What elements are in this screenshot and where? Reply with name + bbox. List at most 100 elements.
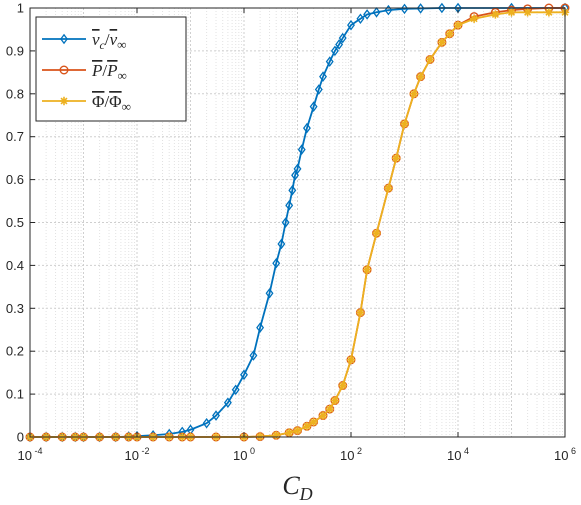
legend-item: Φ/Φ∞ — [42, 92, 131, 114]
y-tick-label: 0.2 — [6, 344, 24, 359]
data-point — [249, 350, 258, 361]
y-tick-label: 0.1 — [6, 387, 24, 402]
legend-label-main: P — [91, 61, 102, 80]
data-point — [409, 89, 419, 98]
data-point — [202, 417, 211, 429]
data-point — [59, 96, 69, 106]
data-point — [293, 163, 302, 175]
data-point — [318, 411, 328, 420]
x-tick-label-exp: 6 — [568, 446, 576, 456]
legend-label-div: / — [104, 92, 109, 111]
data-point — [372, 7, 381, 18]
data-point — [330, 396, 340, 405]
data-point — [297, 144, 306, 155]
x-tick-label-exp: 4 — [461, 446, 469, 456]
data-point — [309, 101, 318, 112]
data-point — [507, 8, 516, 17]
x-tick-label-exp: 2 — [354, 446, 362, 456]
legend-label-sub: c — [100, 38, 106, 52]
legend-label-div: / — [105, 30, 110, 49]
data-point — [330, 45, 339, 57]
data-point — [291, 170, 300, 181]
data-point — [544, 8, 554, 17]
legend-item: vc/v∞ — [42, 30, 126, 52]
x-tick-label: 10 0 — [233, 446, 255, 463]
data-point — [453, 20, 463, 30]
data-point — [346, 355, 356, 364]
data-point — [356, 13, 365, 25]
data-point — [285, 428, 294, 437]
x-tick-label-exp: -4 — [32, 446, 43, 456]
x-axis-label-main: C — [282, 471, 300, 500]
y-tick-label: 0.5 — [6, 215, 24, 230]
data-point — [338, 32, 347, 44]
y-tick-label: 0.3 — [6, 301, 24, 316]
data-point — [59, 65, 69, 75]
data-point — [400, 3, 409, 15]
data-point — [356, 308, 365, 317]
data-point — [272, 257, 281, 269]
x-tick-label: 10 4 — [447, 446, 469, 463]
data-point — [416, 72, 425, 81]
y-tick-label: 0.4 — [6, 258, 24, 273]
data-point — [240, 369, 248, 381]
x-tick-label-base: 10 — [340, 448, 354, 463]
data-point — [281, 217, 290, 228]
data-point — [347, 19, 355, 31]
y-tick-label: 0.6 — [6, 172, 24, 187]
y-tick-label: 0.9 — [6, 43, 24, 58]
data-point — [319, 71, 327, 82]
legend: vc/v∞P/P∞Φ/Φ∞ — [35, 16, 187, 122]
legend-label-sub2: ∞ — [118, 68, 127, 83]
data-point — [362, 265, 372, 274]
legend-label-main2: v — [110, 30, 118, 49]
data-point — [314, 84, 323, 95]
legend-label-main2: Φ — [109, 92, 121, 111]
x-tick-label: 10 -2 — [125, 446, 150, 463]
x-tick-label-base: 10 — [18, 448, 32, 463]
legend-label-div: / — [102, 61, 107, 80]
x-tick-label-base: 10 — [125, 448, 139, 463]
data-point — [272, 431, 281, 440]
data-point — [256, 322, 265, 333]
data-point — [60, 33, 68, 45]
x-axis-label: CD — [282, 471, 312, 504]
data-point — [325, 404, 334, 414]
axis-ticks — [29, 7, 566, 438]
x-tick-label-exp: 0 — [247, 446, 255, 456]
data-point — [309, 417, 318, 427]
x-axis-label-sub: D — [299, 484, 313, 504]
data-point — [425, 55, 435, 64]
legend-label-sub2: ∞ — [122, 99, 131, 114]
data-point — [288, 185, 297, 196]
data-point — [212, 410, 220, 421]
legend-label-main: Φ — [92, 92, 104, 111]
data-point — [302, 122, 311, 134]
data-point — [416, 3, 425, 14]
data-point — [384, 183, 393, 193]
series-lines — [25, 2, 570, 443]
data-point — [363, 9, 372, 20]
legend-item: P/P∞ — [42, 61, 127, 83]
x-tick-label-base: 10 — [233, 448, 247, 463]
grid-lines — [29, 7, 565, 438]
data-point — [445, 29, 454, 38]
legend-label: Φ/Φ∞ — [92, 92, 131, 114]
legend-label-main2: P — [106, 61, 117, 80]
axis-tick-labels: 10 -4 10 -2 10 0 10 2 10 4 10 600.10.20.30.40… — [6, 1, 576, 464]
legend-label: P/P∞ — [91, 61, 127, 83]
x-tick-label-exp: -2 — [139, 446, 150, 456]
y-tick-label: 0.8 — [6, 86, 24, 101]
y-tick-label: 1 — [17, 1, 24, 16]
data-point — [335, 39, 344, 50]
y-tick-label: 0.7 — [6, 129, 24, 144]
x-tick-label-base: 10 — [554, 448, 568, 463]
data-point — [372, 229, 381, 238]
data-point — [437, 2, 446, 14]
data-point — [491, 10, 500, 19]
data-point — [338, 381, 347, 390]
data-point — [231, 384, 240, 396]
data-point — [293, 426, 302, 435]
legend-label-main: v — [92, 30, 100, 49]
legend-label: vc/v∞ — [92, 30, 126, 52]
